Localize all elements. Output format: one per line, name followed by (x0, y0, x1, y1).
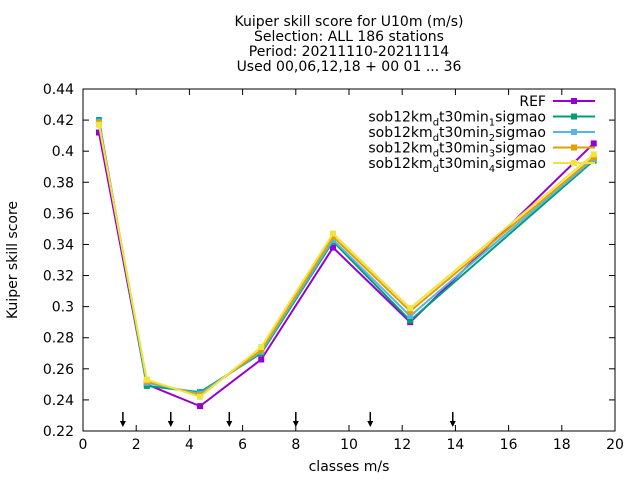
y-tick-label: 0.24 (43, 393, 74, 409)
y-tick-label: 0.36 (43, 206, 74, 222)
data-point (95, 129, 102, 136)
x-tick-label: 10 (340, 437, 358, 453)
x-tick-label: 12 (393, 437, 411, 453)
class-marker-arrowhead (119, 421, 126, 427)
y-tick-label: 0.26 (43, 362, 74, 378)
title-line: Used 00,06,12,18 + 00 01 ... 36 (237, 59, 462, 75)
x-tick-label: 6 (238, 437, 247, 453)
y-tick-label: 0.28 (43, 331, 74, 347)
data-point (330, 233, 337, 240)
class-marker-arrowhead (167, 421, 174, 427)
data-point (330, 230, 337, 237)
legend-label: sob12kmdt30min3sigmao (368, 141, 546, 160)
data-point (258, 344, 265, 351)
legend-label: REF (519, 94, 546, 110)
class-boundary-markers (119, 412, 456, 427)
data-point (407, 308, 414, 315)
legend-label: sob12kmdt30min4sigmao (368, 156, 546, 175)
y-tick-label: 0.34 (43, 237, 74, 253)
x-tick-label: 14 (446, 437, 464, 453)
data-point (95, 121, 102, 128)
data-point (330, 244, 337, 251)
class-marker-arrowhead (449, 421, 456, 427)
data-point (407, 317, 414, 324)
x-tick-label: 18 (553, 437, 571, 453)
title-line: Kuiper skill score for U10m (m/s) (235, 14, 464, 30)
legend-swatch-point (571, 129, 577, 135)
data-point (143, 376, 150, 383)
x-axis-ticks: 0 2 4 6 8 10 12 14 16 18 20 (79, 89, 624, 453)
class-marker-arrowhead (292, 421, 299, 427)
y-tick-label: 0.22 (43, 424, 74, 440)
series-line-0 (97, 132, 595, 408)
legend-label: sob12kmdt30min1sigmao (368, 110, 546, 129)
legend-swatch-point (571, 113, 577, 120)
x-tick-label: 4 (185, 437, 194, 453)
y-tick-label: 0.38 (43, 175, 74, 191)
data-point (258, 356, 265, 363)
data-point (590, 154, 597, 161)
x-tick-label: 2 (132, 437, 141, 453)
legend-swatch-point (571, 160, 577, 166)
y-axis-ticks: 0.22 0.24 0.26 0.28 0.3 0.32 0.34 0.36 0.38 0.4 0.… (43, 82, 615, 440)
y-tick-label: 0.4 (52, 144, 74, 160)
legend-label: sob12kmdt30min2sigmao (368, 125, 546, 144)
data-point (590, 151, 597, 158)
legend: REFsob12kmdt30min1sigmaosob12kmdt30min2s… (368, 94, 595, 175)
title-line: Selection: ALL 186 stations (254, 29, 444, 45)
data-series (95, 117, 597, 410)
data-point (258, 347, 265, 354)
data-point (197, 393, 204, 400)
class-marker-arrowhead (367, 421, 374, 427)
x-tick-label: 0 (79, 437, 88, 453)
data-point (330, 236, 337, 243)
y-tick-label: 0.44 (43, 82, 74, 98)
x-axis-label: classes m/s (309, 459, 390, 475)
y-tick-label: 0.3 (52, 300, 74, 316)
y-tick-label: 0.42 (43, 113, 74, 129)
x-tick-label: 8 (291, 437, 300, 453)
data-point (590, 140, 597, 147)
legend-swatch-point (571, 144, 577, 151)
x-tick-label: 20 (606, 437, 624, 453)
legend-swatch-point (571, 98, 577, 104)
data-point (407, 305, 414, 312)
title-line: Period: 20211110-20211114 (249, 44, 449, 60)
data-point (143, 382, 150, 389)
x-tick-label: 16 (500, 437, 518, 453)
chart-title: Kuiper skill score for U10m (m/s)Selecti… (235, 14, 464, 75)
y-tick-label: 0.32 (43, 269, 74, 285)
data-point (407, 312, 414, 319)
y-axis-label: Kuiper skill score (5, 201, 21, 319)
data-point (197, 403, 204, 410)
class-marker-arrowhead (226, 421, 233, 427)
